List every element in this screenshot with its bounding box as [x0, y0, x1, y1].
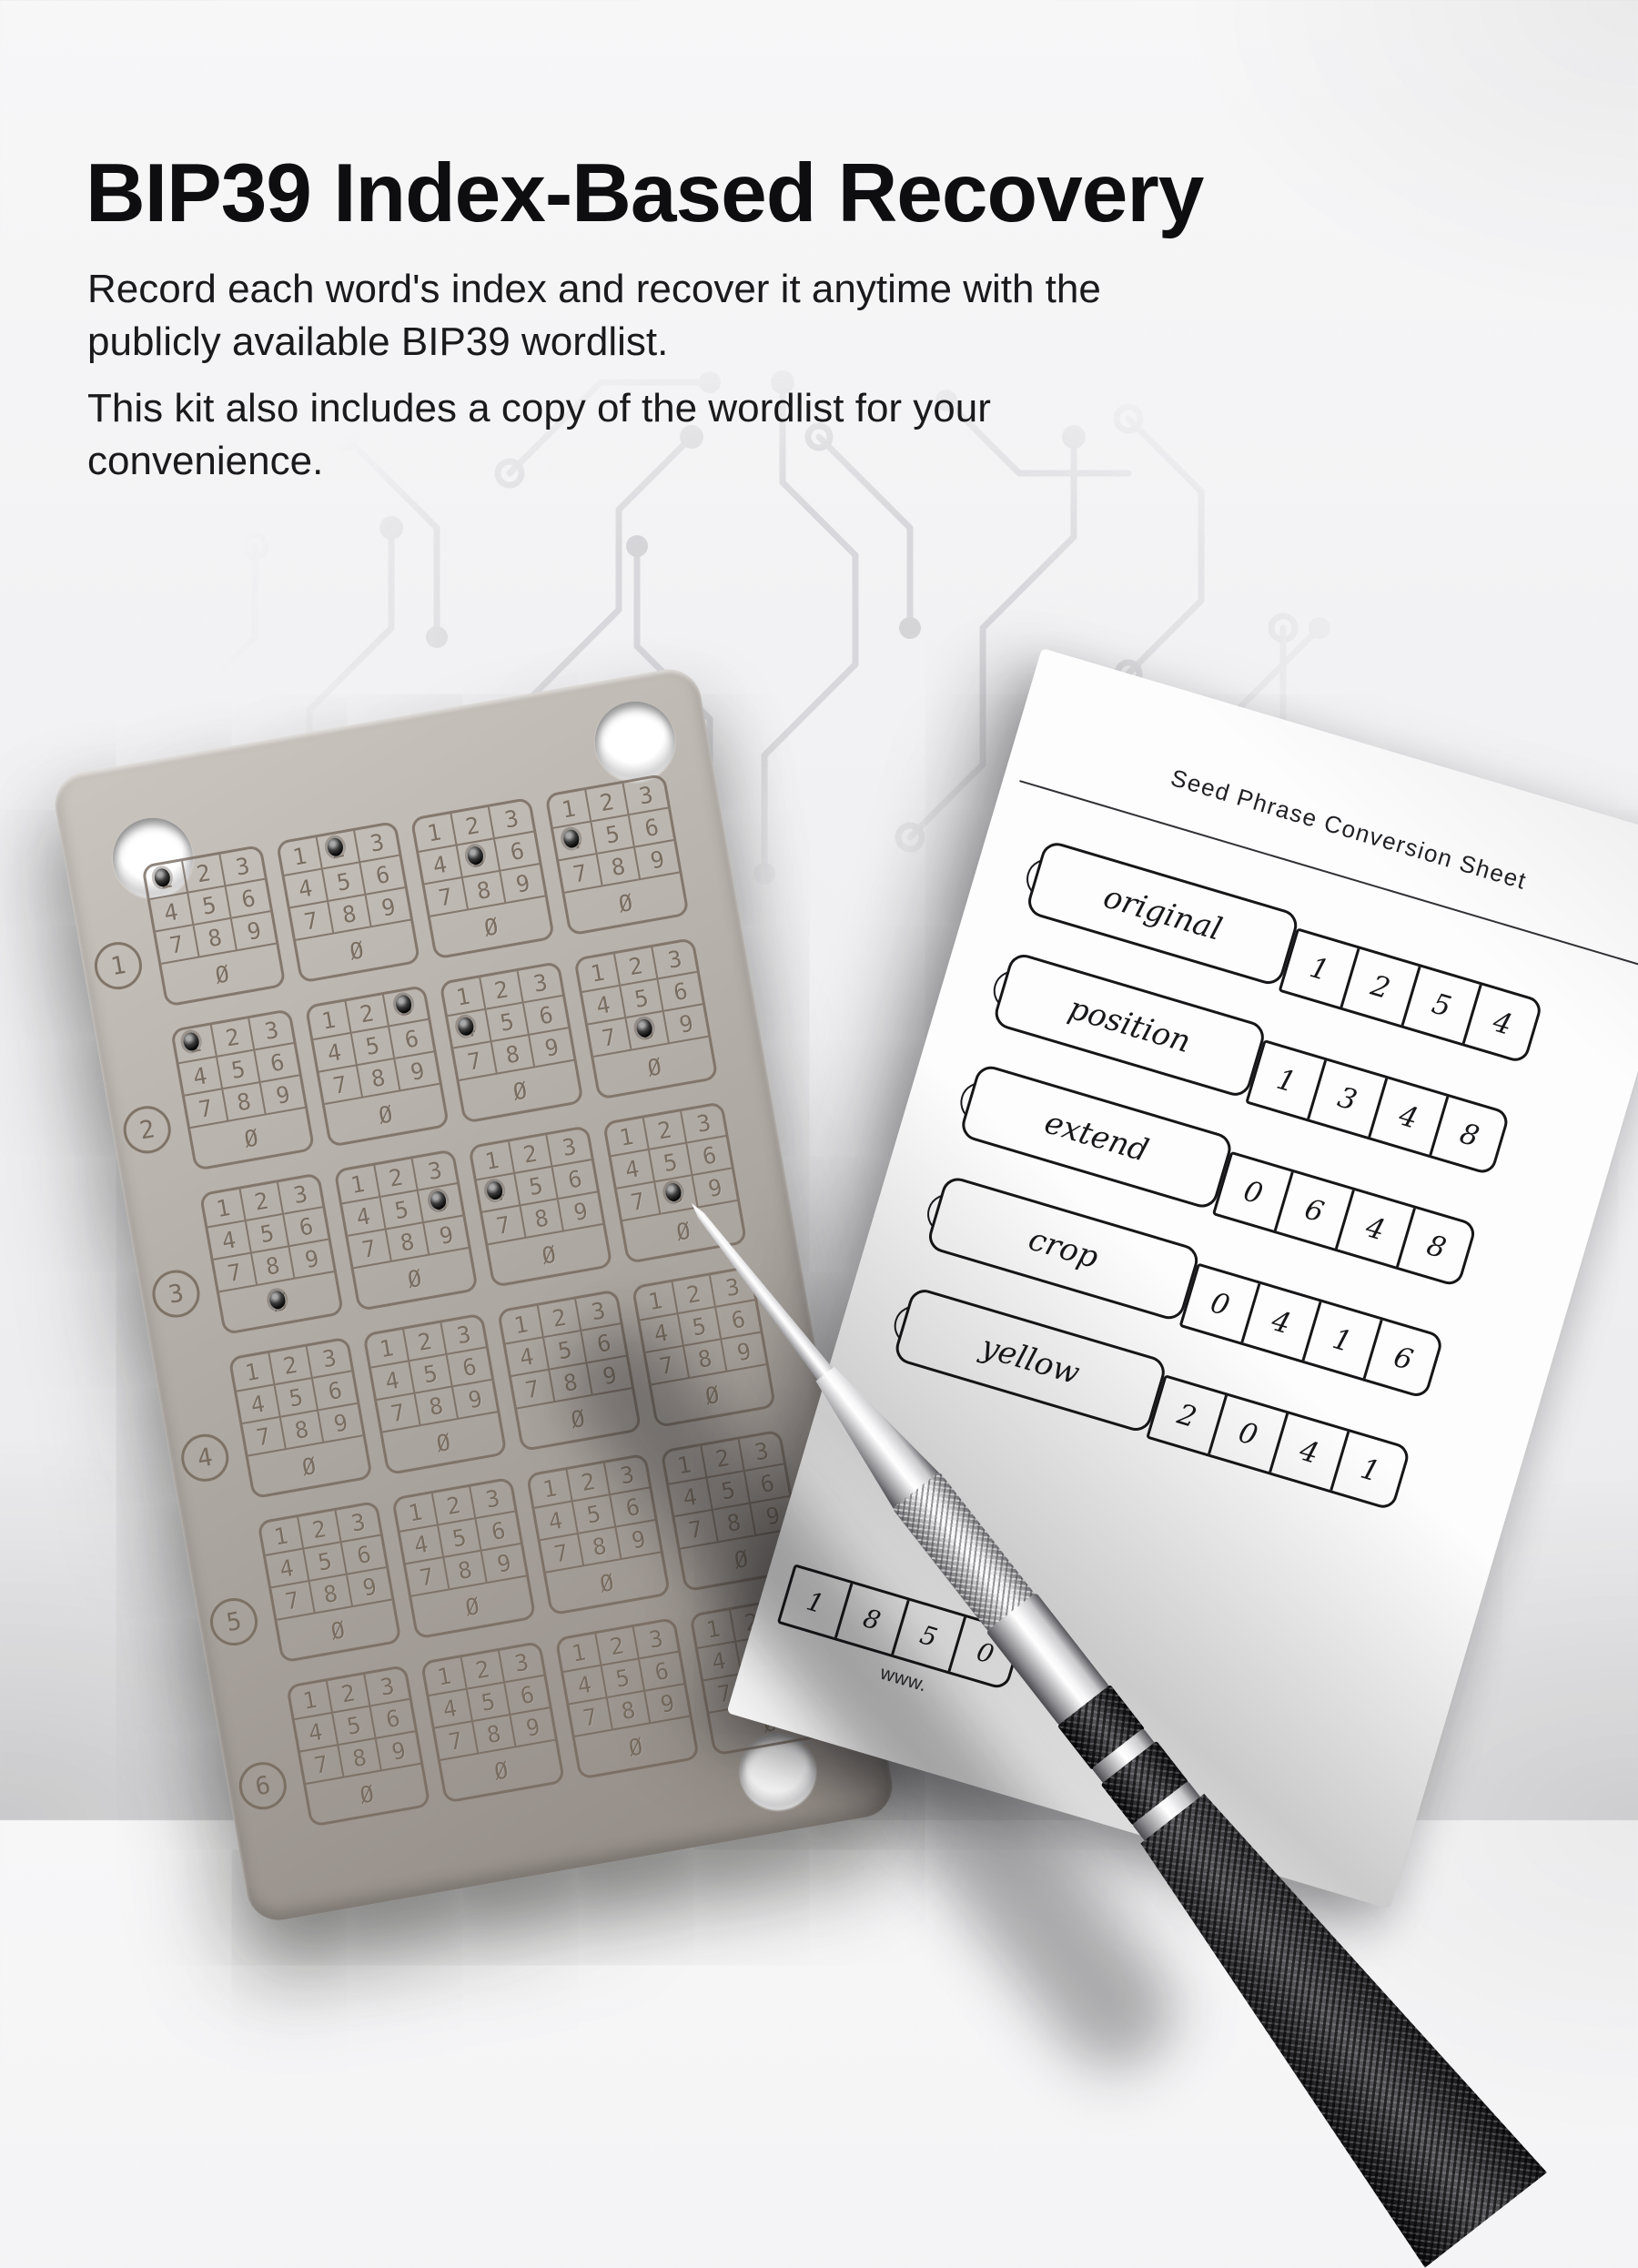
punch-mark [457, 1016, 476, 1038]
plate-row-label: 5 [206, 1594, 262, 1650]
punch-mark [485, 1180, 505, 1201]
page-title: BIP39 Index-Based Recovery [86, 147, 1204, 239]
circuit-pattern-decoration [171, 370, 1330, 967]
plate-row-label: 4 [177, 1430, 233, 1485]
punch-mark [182, 1031, 201, 1052]
handwritten-word: original [1099, 878, 1227, 948]
handwritten-word: position [1064, 989, 1195, 1061]
handwritten-word: yellow [976, 1328, 1084, 1392]
punch-mark [326, 836, 345, 858]
punch-mark [561, 828, 581, 849]
punch-mark [429, 1190, 448, 1211]
handwritten-word: extend [1040, 1104, 1153, 1169]
intro-paragraph: Record each word's index and recover it … [87, 267, 1101, 364]
mount-hole-top-right [588, 694, 682, 788]
punch-mark [466, 845, 485, 866]
punch-mark [663, 1181, 683, 1203]
punch-mark [153, 866, 172, 888]
handwritten-word: crop [1024, 1220, 1103, 1277]
punch-mark [394, 994, 413, 1015]
punch-mark [268, 1289, 287, 1311]
word-box: yellow [892, 1285, 1169, 1435]
punch-mark [635, 1018, 654, 1039]
plate-row-label: 1 [90, 938, 147, 994]
plate-row-label: 3 [148, 1266, 204, 1321]
page: { "title": "BIP39 Index-Based Recovery",… [0, 0, 1638, 1820]
plate-row-label: 2 [119, 1102, 175, 1158]
kit-note-paragraph: This kit also includes a copy of the wor… [87, 386, 991, 483]
plate-row-label: 6 [235, 1758, 290, 1814]
